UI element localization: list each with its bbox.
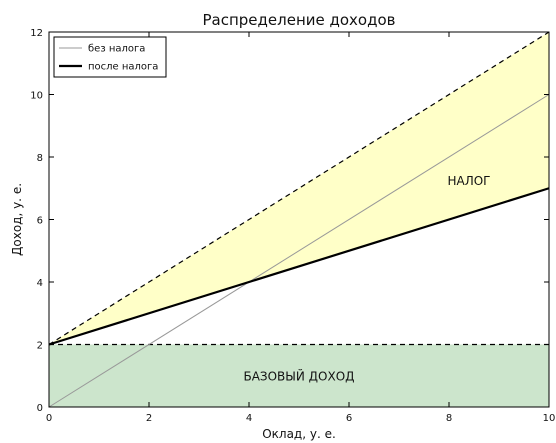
y-tick-label-5: 10: [30, 91, 43, 102]
legend-label-0: без налога: [88, 44, 145, 55]
y-tick-label-2: 4: [37, 278, 43, 289]
y-axis-label: Доход, у. е.: [10, 183, 24, 256]
region-1: [49, 344, 549, 407]
y-tick-label-4: 8: [37, 153, 43, 164]
legend: без налога после налога: [53, 36, 167, 78]
series-line-0: [48, 94, 550, 408]
series-line-1: [48, 187, 550, 346]
chart-title: Распределение доходов: [202, 11, 395, 29]
region-0: [49, 32, 549, 345]
x-tick-label-1: 2: [146, 413, 152, 424]
x-tick-label-3: 6: [346, 413, 352, 424]
y-tick-label-1: 2: [37, 341, 43, 352]
legend-label-1: после налога: [88, 62, 158, 73]
x-tick-label-4: 8: [446, 413, 452, 424]
x-tick-label-0: 0: [46, 413, 52, 424]
y-tick-label-0: 0: [37, 403, 43, 414]
region-label-1: БАЗОВЫЙ ДОХОД: [243, 368, 354, 383]
region-label-0: НАЛОГ: [447, 174, 490, 188]
y-tick-label-3: 6: [37, 216, 43, 227]
y-tick-label-6: 12: [30, 28, 43, 39]
legend-box: [53, 36, 167, 78]
x-tick-label-2: 4: [246, 413, 252, 424]
x-tick-label-5: 10: [543, 413, 556, 424]
x-axis-label: Оклад, у. е.: [262, 427, 336, 441]
